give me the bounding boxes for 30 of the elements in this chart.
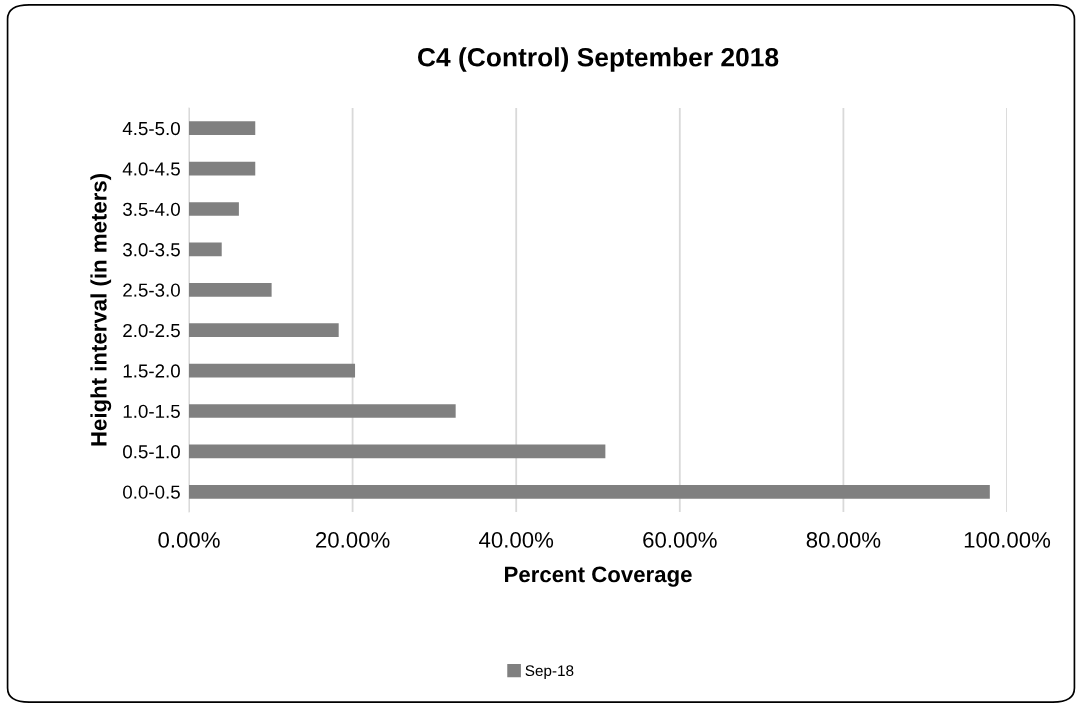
x-axis-title: Percent Coverage	[505, 566, 692, 587]
x-tick-label: 100.00%	[964, 532, 1051, 548]
x-tick-label: 40.00%	[479, 532, 554, 548]
bar	[189, 404, 456, 418]
y-tick-label: 1.5-2.0	[123, 364, 180, 378]
x-tick-label: 20.00%	[316, 532, 390, 548]
bar	[189, 444, 606, 459]
y-tick-label: 4.5-5.0	[122, 121, 180, 136]
y-tick-label: 2.0-2.5	[123, 323, 180, 338]
bar	[189, 161, 256, 176]
y-tick-label: 0.5-1.0	[123, 445, 180, 459]
x-tick-label: 80.00%	[806, 532, 881, 548]
x-tick-label: 0.00%	[158, 532, 220, 548]
y-tick-label: 3.0-3.5	[123, 243, 180, 257]
bar	[189, 363, 356, 378]
x-tick-label: 60.00%	[643, 532, 717, 548]
bar	[189, 202, 239, 216]
y-tick-label: 1.0-1.5	[123, 404, 180, 418]
bar	[189, 121, 256, 136]
y-tick-label: 2.5-3.0	[123, 283, 180, 297]
bar	[189, 242, 222, 257]
y-tick-label: 4.0-4.5	[122, 162, 180, 176]
y-axis-title: Height interval (in meters)	[90, 174, 112, 446]
bar	[189, 282, 272, 297]
bar	[189, 484, 990, 499]
y-tick-label: 3.5-4.0	[123, 202, 180, 216]
legend-label: Sep-18	[525, 665, 574, 680]
y-tick-label: 0.0-0.5	[123, 485, 180, 499]
bar	[189, 323, 339, 338]
chart-title: C4 (Control) September 2018	[417, 47, 779, 72]
